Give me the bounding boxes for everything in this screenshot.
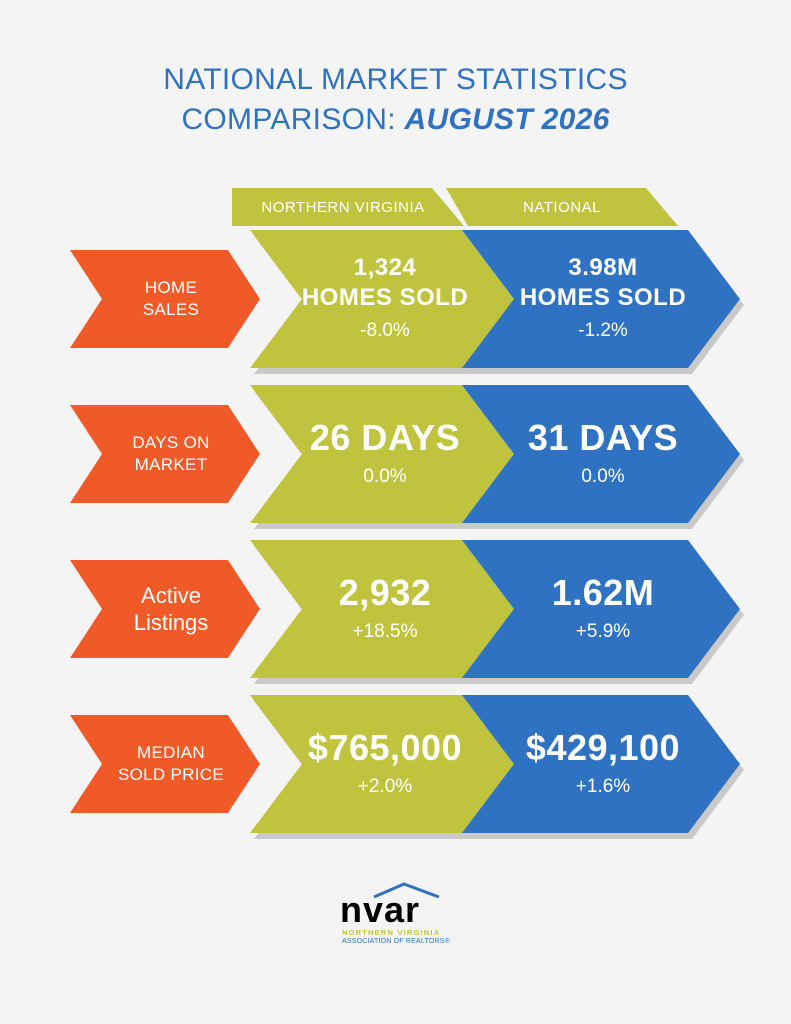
- nova-days-on-market-change: 0.0%: [363, 466, 407, 487]
- row-home-sales: HOME SALES 1,324 HOMES SOLD -8.0% 3.98M …: [0, 230, 791, 374]
- row-median-sold-price: MEDIAN SOLD PRICE $765,000 +2.0% $429,10…: [0, 695, 791, 839]
- label-home-sales: HOME SALES: [70, 250, 260, 348]
- logo-subtitle-2: ASSOCIATION OF REALTORS®: [342, 938, 450, 945]
- label-days-on-market: DAYS ON MARKET: [70, 405, 260, 503]
- national-home-sales-change: -1.2%: [578, 320, 628, 341]
- nova-home-sales: 1,324 HOMES SOLD -8.0%: [280, 230, 490, 368]
- national-median-sold-price-change: +1.6%: [575, 776, 631, 797]
- national-days-on-market: 31 DAYS 0.0%: [492, 385, 714, 523]
- nova-median-sold-price-change: +2.0%: [357, 776, 413, 797]
- page-title-line1: NATIONAL MARKET STATISTICS: [163, 63, 628, 96]
- page-title-line2: COMPARISON: AUGUST 2026: [0, 100, 791, 140]
- row-days-on-market: DAYS ON MARKET 26 DAYS 0.0% 31 DAYS 0.0%: [0, 385, 791, 529]
- column-header-national: NATIONAL: [446, 188, 678, 226]
- nvar-logo: nvar NORTHERN VIRGINIA ASSOCIATION OF RE…: [330, 882, 470, 952]
- nova-home-sales-change: -8.0%: [360, 320, 410, 341]
- column-header-northern-virginia: NORTHERN VIRGINIA: [232, 188, 464, 226]
- logo-wordmark: nvar: [340, 889, 421, 930]
- row-active-listings: Active Listings 2,932 +18.5% 1.62M +5.9%: [0, 540, 791, 684]
- nova-active-listings: 2,932 +18.5%: [280, 540, 490, 678]
- national-days-on-market-change: 0.0%: [581, 466, 625, 487]
- title-prefix: COMPARISON:: [181, 103, 396, 136]
- title-month: AUGUST 2026: [404, 103, 610, 136]
- national-home-sales: 3.98M HOMES SOLD -1.2%: [492, 230, 714, 368]
- nova-active-listings-change: +18.5%: [352, 621, 418, 642]
- nova-days-on-market: 26 DAYS 0.0%: [280, 385, 490, 523]
- national-active-listings: 1.62M +5.9%: [492, 540, 714, 678]
- nova-median-sold-price: $765,000 +2.0%: [280, 695, 490, 833]
- logo-subtitle-1: NORTHERN VIRGINIA: [342, 928, 441, 937]
- national-median-sold-price: $429,100 +1.6%: [492, 695, 714, 833]
- house-roof-icon: [373, 882, 440, 898]
- label-active-listings: Active Listings: [70, 560, 260, 658]
- national-active-listings-change: +5.9%: [575, 621, 631, 642]
- label-median-sold-price: MEDIAN SOLD PRICE: [70, 715, 260, 813]
